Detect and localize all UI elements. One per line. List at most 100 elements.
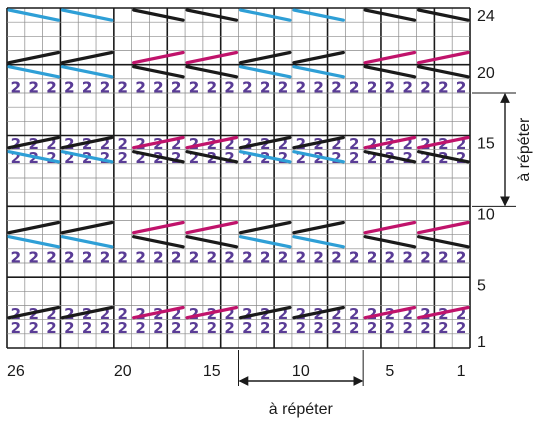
stitch-symbol: 2 xyxy=(46,78,56,96)
cable-stroke xyxy=(416,50,470,65)
stitch-symbol: 2 xyxy=(189,319,199,337)
stitch-symbol: 2 xyxy=(82,248,92,266)
stitch-symbol: 2 xyxy=(278,78,288,96)
stitch-symbol: 2 xyxy=(349,248,359,266)
cable-stroke xyxy=(185,305,239,320)
cable-stroke xyxy=(238,135,292,150)
stitch-symbol: 2 xyxy=(367,305,377,323)
stitch-symbol: 2 xyxy=(331,135,341,153)
stitch-symbol: 2 xyxy=(242,149,252,167)
cable-stroke xyxy=(60,8,114,22)
cable-stroke xyxy=(363,305,417,320)
stitch-symbol: 2 xyxy=(331,248,341,266)
stitch-symbol: 2 xyxy=(171,305,181,323)
stitch-symbol: 2 xyxy=(82,78,92,96)
stitch-symbol: 2 xyxy=(420,135,430,153)
stitch-symbol: 2 xyxy=(313,78,323,96)
stitch-symbol: 2 xyxy=(456,248,466,266)
stitch-symbol: 2 xyxy=(135,248,145,266)
stitch-symbol: 2 xyxy=(189,149,199,167)
stitch-symbol: 2 xyxy=(64,248,74,266)
stitch-symbol: 2 xyxy=(46,248,56,266)
stitch-symbol: 2 xyxy=(367,248,377,266)
stitch-symbol: 2 xyxy=(438,248,448,266)
stitch-symbol: 2 xyxy=(456,305,466,323)
stitch-symbol: 2 xyxy=(135,319,145,337)
stitch-symbol: 2 xyxy=(118,78,128,96)
cable-stroke xyxy=(132,235,185,249)
stitch-symbol: 2 xyxy=(11,248,21,266)
stitch-symbol: 2 xyxy=(11,305,21,323)
cable-stroke xyxy=(7,220,61,235)
cable-stroke xyxy=(7,305,61,320)
cable-stroke xyxy=(416,305,470,320)
stitch-symbol: 2 xyxy=(46,149,56,167)
stitch-symbol: 2 xyxy=(402,78,412,96)
column-label: 15 xyxy=(203,363,221,380)
stitch-symbol: 2 xyxy=(153,319,163,337)
stitch-symbol: 2 xyxy=(367,78,377,96)
stitch-symbol: 2 xyxy=(438,248,448,266)
cable-stroke xyxy=(60,305,114,320)
stitch-symbol: 2 xyxy=(402,149,412,167)
stitch-symbol: 2 xyxy=(385,248,395,266)
stitch-symbol: 2 xyxy=(171,135,181,153)
stitch-symbol: 2 xyxy=(296,305,306,323)
stitch-symbol: 2 xyxy=(242,248,252,266)
cable-stroke xyxy=(185,8,239,22)
stitch-symbol: 2 xyxy=(385,248,395,266)
stitch-symbol: 2 xyxy=(224,305,234,323)
stitch-symbol: 2 xyxy=(349,78,359,96)
cable-stroke xyxy=(363,50,417,65)
stitch-symbol: 2 xyxy=(420,248,430,266)
stitch-symbol: 2 xyxy=(171,78,181,96)
cable-stroke xyxy=(292,150,345,164)
stitch-symbol: 2 xyxy=(118,248,128,266)
cable-stroke xyxy=(7,150,61,164)
column-label: 26 xyxy=(7,363,25,380)
cable-stroke xyxy=(416,8,470,22)
stitch-symbol: 2 xyxy=(224,248,234,266)
stitch-symbol: 2 xyxy=(438,78,448,96)
cable-stroke xyxy=(363,150,417,164)
cable-strokes xyxy=(7,8,470,320)
stitch-symbol: 2 xyxy=(207,248,217,266)
row-label: 20 xyxy=(477,65,495,82)
column-label: 1 xyxy=(457,363,466,380)
stitch-symbol: 2 xyxy=(402,135,412,153)
stitch-symbol: 2 xyxy=(367,319,377,337)
stitch-symbol: 2 xyxy=(331,78,341,96)
stitch-symbol: 2 xyxy=(100,78,110,96)
stitch-symbol: 2 xyxy=(296,248,306,266)
stitch-symbol: 2 xyxy=(242,319,252,337)
stitch-symbol: 2 xyxy=(189,305,199,323)
stitch-symbol: 2 xyxy=(153,78,163,96)
stitch-symbol: 2 xyxy=(349,135,359,153)
cable-stroke xyxy=(416,135,470,150)
stitch-symbol: 2 xyxy=(189,248,199,266)
stitch-symbol: 2 xyxy=(118,149,128,167)
cable-stroke xyxy=(238,220,292,235)
stitch-symbol: 2 xyxy=(260,78,270,96)
cable-stroke xyxy=(132,305,185,320)
cable-stroke xyxy=(60,50,114,65)
cable-stroke xyxy=(132,135,185,150)
stitch-symbol: 2 xyxy=(420,78,430,96)
stitch-symbol: 2 xyxy=(100,149,110,167)
stitch-symbol: 2 xyxy=(296,319,306,337)
stitch-symbol: 2 xyxy=(135,78,145,96)
stitch-symbol: 2 xyxy=(224,149,234,167)
cable-stroke xyxy=(416,220,470,235)
cable-stroke xyxy=(185,150,239,164)
stitch-symbol: 2 xyxy=(313,78,323,96)
stitch-symbol: 2 xyxy=(313,248,323,266)
cable-stroke xyxy=(185,235,239,249)
stitch-symbol: 2 xyxy=(64,149,74,167)
stitch-symbol: 2 xyxy=(224,78,234,96)
cable-stroke xyxy=(292,135,345,150)
stitch-symbol: 2 xyxy=(278,248,288,266)
stitch-symbol: 2 xyxy=(296,149,306,167)
stitch-symbol: 2 xyxy=(456,149,466,167)
stitch-symbol: 2 xyxy=(28,78,38,96)
stitch-symbol: 2 xyxy=(153,248,163,266)
